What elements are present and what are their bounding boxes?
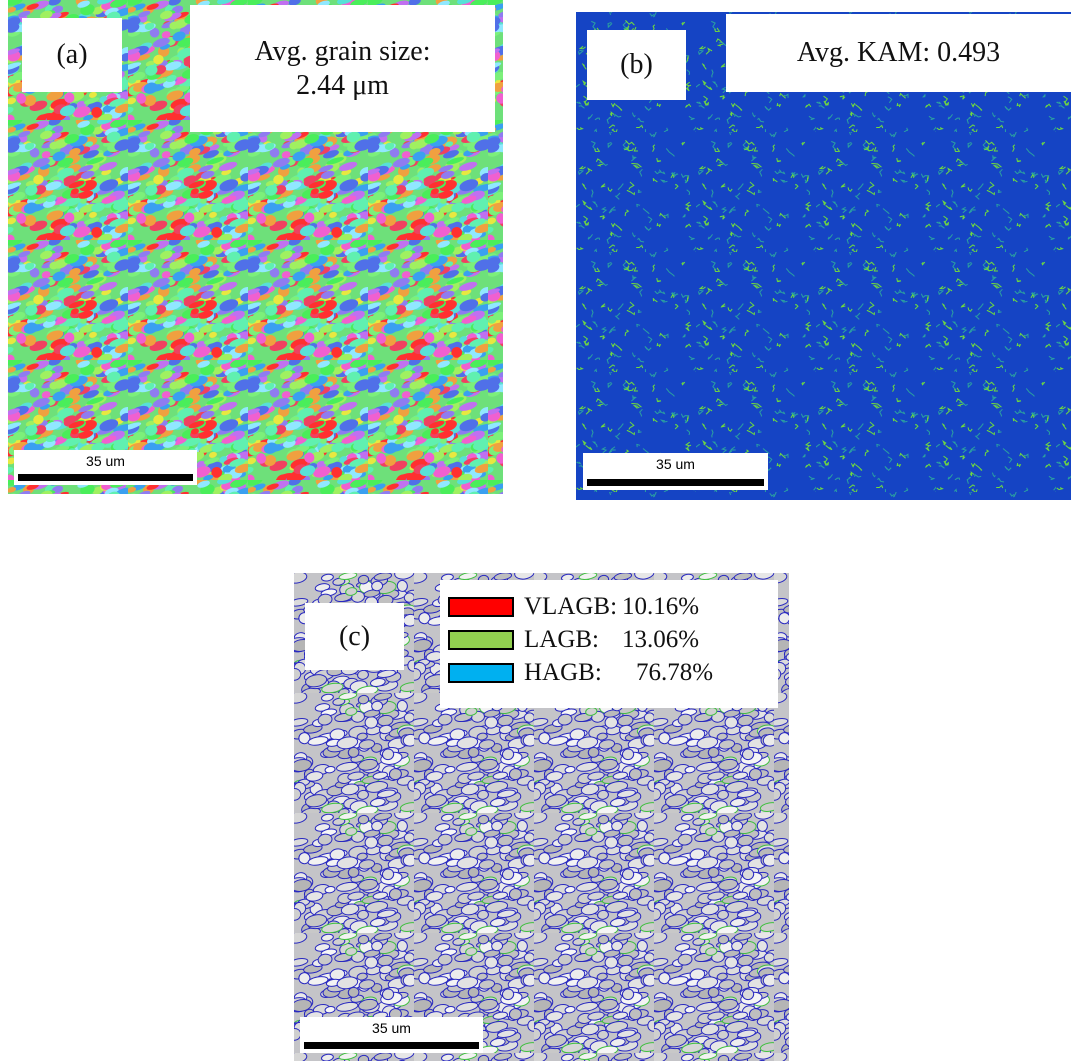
scale-line [304, 1042, 479, 1049]
legend-swatch [448, 662, 514, 683]
scale-text: 35 um [86, 453, 125, 469]
legend-name: HAGB: [524, 659, 602, 686]
legend-item: HAGB: 76.78% [448, 656, 778, 689]
legend-value: 13.06% [622, 626, 700, 653]
scale-text: 35 um [656, 456, 695, 472]
scale-bar: 35 um [300, 1017, 483, 1053]
panel-label: (a) [22, 18, 122, 92]
annotation-line: Avg. KAM: 0.493 [796, 37, 1001, 68]
legend-item: VLAGB: 10.16% [448, 590, 778, 623]
panel-label: (b) [587, 30, 686, 100]
scale-line [587, 479, 764, 486]
panel-label: (c) [305, 603, 404, 670]
scale-line [18, 474, 193, 481]
panel-a: (a) Avg. grain size: 2.44 μm 35 um [8, 0, 503, 494]
legend-name: VLAGB: [524, 593, 618, 620]
scale-text: 35 um [372, 1020, 411, 1036]
scale-bar: 35 um [14, 450, 197, 485]
panel-c: (c) VLAGB: 10.16% LAGB: 13.06% HAGB: 76.78%… [294, 573, 789, 1061]
legend-swatch [448, 629, 514, 650]
legend-item: LAGB: 13.06% [448, 623, 778, 656]
legend-value: 10.16% [622, 593, 700, 620]
panel-b: (b) Avg. KAM: 0.493 35 um [576, 12, 1071, 500]
annotation: Avg. grain size: 2.44 μm [190, 5, 495, 132]
legend-swatch [448, 596, 514, 617]
legend-name: LAGB: [524, 626, 599, 653]
scale-bar: 35 um [583, 453, 768, 490]
legend: VLAGB: 10.16% LAGB: 13.06% HAGB: 76.78% [440, 580, 778, 708]
annotation-line: Avg. grain size: [254, 35, 431, 67]
annotation-line: 2.44 μm [296, 69, 389, 101]
legend-value: 76.78% [636, 659, 714, 686]
annotation: Avg. KAM: 0.493 [726, 14, 1071, 92]
